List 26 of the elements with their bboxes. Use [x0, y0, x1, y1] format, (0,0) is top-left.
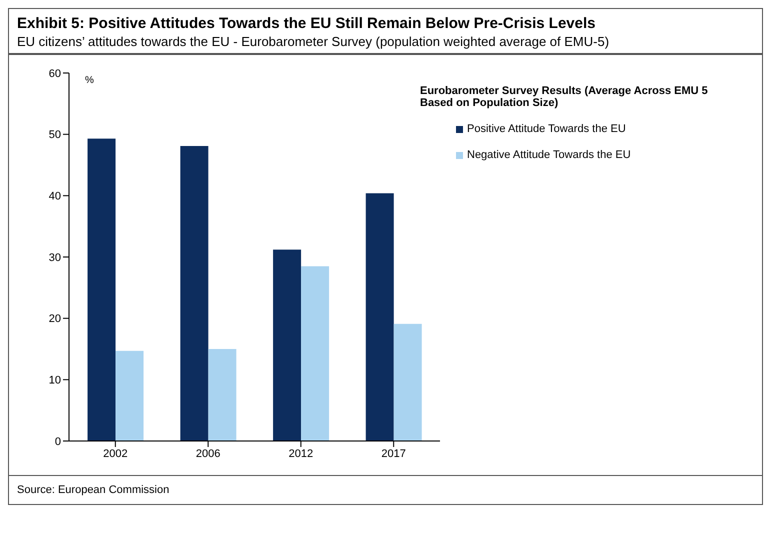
bar	[208, 349, 236, 441]
y-tick-label: 50	[48, 129, 61, 142]
legend-title: Eurobarometer Survey Results (Average Across EMU 5 Based on Population Size)	[420, 85, 709, 109]
x-tick-label: 2002	[103, 448, 128, 460]
y-tick-label: 10	[48, 374, 61, 387]
y-tick-label: 40	[48, 190, 61, 203]
x-tick-label: 2012	[288, 448, 314, 460]
y-axis-title: %	[85, 75, 94, 86]
x-tick-label: 2017	[381, 448, 406, 460]
bar	[394, 324, 422, 441]
bar	[116, 350, 144, 441]
legend-label: Positive Attitude Towards the EU	[467, 123, 626, 135]
y-tick-label: 0	[54, 436, 61, 448]
y-tick-label: 30	[48, 252, 61, 264]
bar	[88, 138, 116, 441]
bar	[301, 266, 330, 441]
source-note: Source: European Commission	[17, 484, 170, 496]
y-tick-label: 20	[48, 313, 61, 326]
x-tick-label: 2006	[196, 448, 220, 460]
chart-title: Exhibit 5: Positive Attitudes Towards the EU Still Remain Below Pre-Crisis Levels	[17, 15, 596, 32]
bar	[273, 250, 302, 441]
chart-subtitle: EU citizens’ attitudes towards the EU - Eurobarometer Survey (population weighted average of EMU-5)	[17, 34, 610, 49]
bar	[366, 193, 394, 441]
legend-label: Negative Attitude Towards the EU	[467, 149, 631, 161]
bar	[180, 146, 208, 441]
y-tick-label: 60	[48, 68, 61, 80]
